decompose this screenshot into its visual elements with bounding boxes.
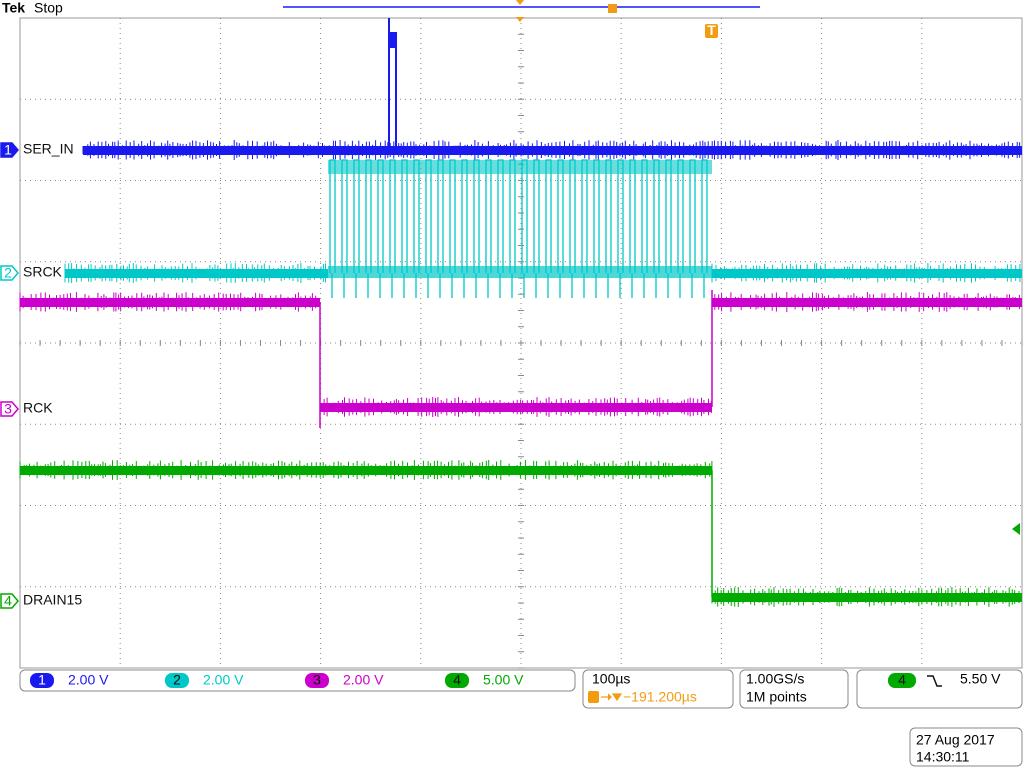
- trace-band: [20, 466, 712, 475]
- waveforms: [19, 18, 1022, 607]
- trace-noise: [19, 460, 713, 480]
- record-length: 1M points: [746, 689, 807, 705]
- channel-badge: [30, 673, 54, 688]
- channel-labels: 1 SER_IN 2 SRCK 3 RCK 4 DRAIN15: [0, 141, 82, 609]
- trigger-source-badge: [888, 673, 916, 688]
- trigger-marker-box: [705, 24, 718, 38]
- channel-scale: 2.00 V: [68, 672, 109, 688]
- trace-band: [388, 33, 396, 48]
- trace-edge: [319, 290, 713, 428]
- trace-noise: [19, 292, 317, 312]
- trigger-pointer: [516, 0, 524, 5]
- center-pointer: [516, 17, 524, 22]
- trigger-level: 5.50 V: [960, 671, 1001, 687]
- channel-number: 2: [4, 265, 12, 281]
- channel-marker: [0, 401, 19, 417]
- trace-band: [328, 266, 712, 278]
- channel-badge-number: 3: [313, 672, 321, 688]
- trace-noise: [82, 140, 1021, 160]
- channel-number: 1: [4, 142, 12, 158]
- channel-marker: [0, 265, 19, 281]
- date: 27 Aug 2017: [916, 732, 995, 748]
- brand: Tek: [2, 0, 25, 16]
- channel-badge: [305, 673, 329, 688]
- timebase-scale: 100µs: [592, 671, 630, 687]
- trace-band: [20, 298, 320, 307]
- channel-label: RCK: [23, 400, 53, 416]
- channel-scale: 5.00 V: [483, 672, 524, 688]
- trace-band: [712, 593, 1022, 602]
- trigger-position: −191.200µs: [623, 689, 697, 705]
- trace-band: [328, 160, 712, 174]
- trigger-slope: [927, 675, 942, 687]
- vertical-scales: 1 2.00 V 2 2.00 V 3 2.00 V 4 5.00 V: [30, 672, 524, 688]
- channel-scale: 2.00 V: [343, 672, 384, 688]
- trigger-marker: T: [707, 22, 716, 38]
- timebase-panel: [582, 669, 734, 709]
- timestamp-panel: [909, 727, 1023, 767]
- trigger-arrow: [601, 693, 623, 702]
- vertical-panel: [19, 669, 576, 692]
- trace-band: [320, 403, 712, 412]
- channel-label: SER_IN: [23, 141, 74, 157]
- trigger-icon: [588, 691, 599, 703]
- channel-badge: [165, 673, 189, 688]
- channel-badge-number: 1: [38, 672, 46, 688]
- acquisition-panel: [739, 669, 849, 709]
- channel-badge-number: 4: [453, 672, 461, 688]
- trigger-source: 4: [898, 672, 906, 688]
- channel-number: 3: [4, 401, 12, 417]
- channel-badge-number: 2: [173, 672, 181, 688]
- time: 14:30:11: [916, 749, 970, 765]
- channel-number: 4: [4, 593, 12, 609]
- channel-scale: 2.00 V: [203, 672, 244, 688]
- channel-label: DRAIN15: [23, 592, 82, 608]
- trigger-level-marker: [1012, 523, 1020, 535]
- channel-badge: [445, 673, 469, 688]
- channel-label: SRCK: [23, 264, 63, 280]
- trace-noise: [64, 263, 326, 283]
- sample-rate: 1.00GS/s: [746, 671, 804, 687]
- channel-marker: [0, 593, 19, 609]
- acquisition-status: Stop: [34, 0, 63, 16]
- channel-marker: [0, 142, 19, 158]
- trace-band: [83, 146, 1022, 155]
- view-marker: [608, 4, 617, 13]
